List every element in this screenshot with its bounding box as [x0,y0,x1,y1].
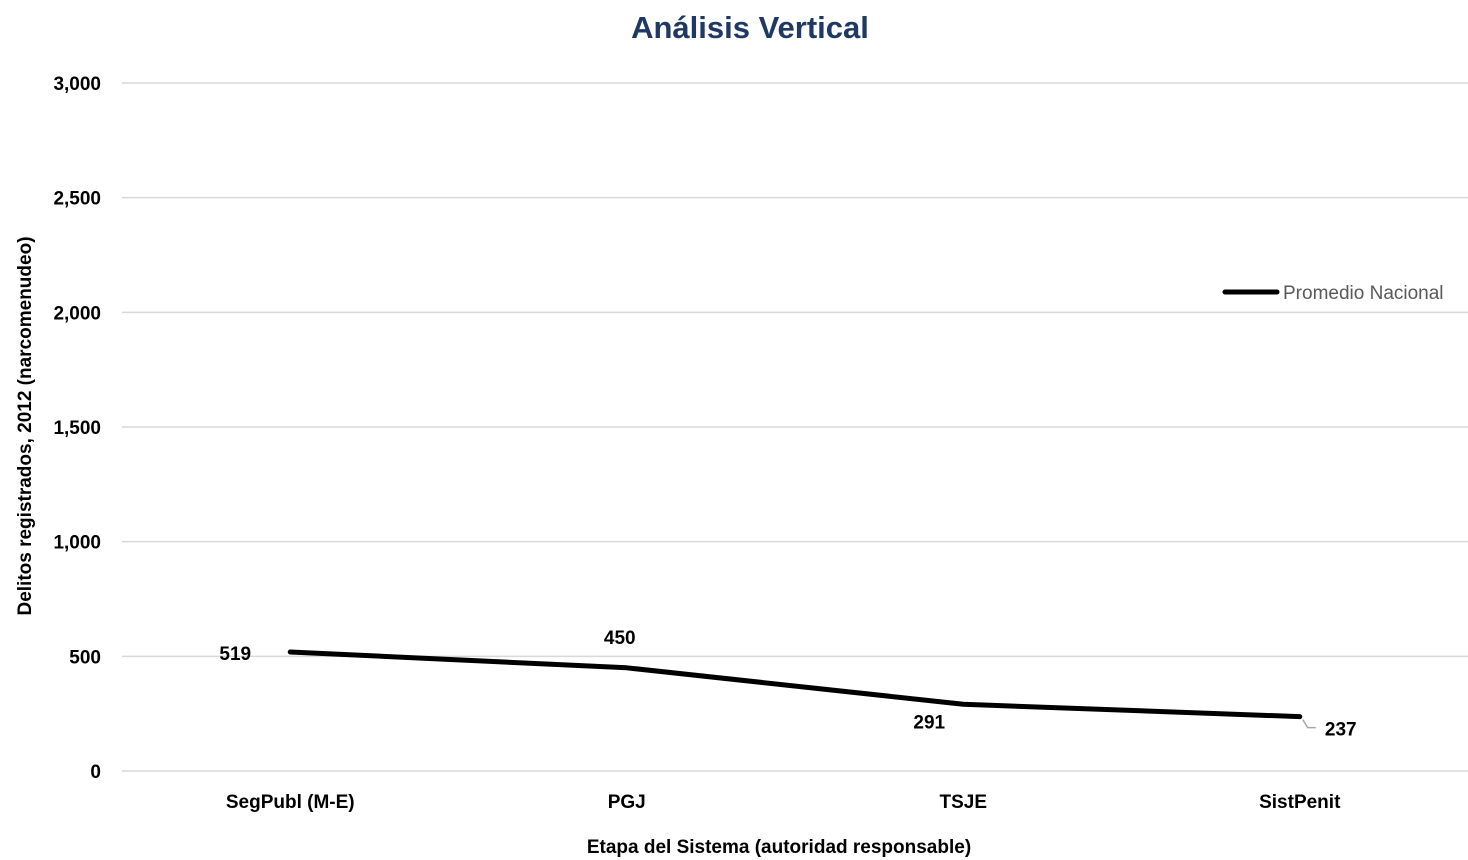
legend: Promedio Nacional [1222,283,1444,304]
y-tick-label: 0 [90,762,101,783]
chart-title: Análisis Vertical [631,10,869,45]
y-axis-ticks: 0 500 1,000 1,500 2,000 2,500 3,000 [53,74,101,783]
x-tick-label: SegPubl (M-E) [226,792,355,813]
x-tick-label: TSJE [939,792,987,813]
x-tick-label: PGJ [608,792,646,813]
data-label: 291 [913,712,945,733]
y-axis-label: Delitos registrados, 2012 (narcomenudeo) [15,236,36,615]
data-labels: 519 450 291 237 [219,628,1356,741]
y-tick-label: 2,500 [53,189,101,210]
series-layer [287,649,1303,720]
x-axis-ticks: SegPubl (M-E) PGJ TSJE SistPenit [226,792,1341,813]
y-tick-label: 1,500 [53,418,101,439]
y-tick-label: 2,000 [53,303,101,324]
label-leader-line [1302,719,1316,729]
y-tick-label: 1,000 [53,533,101,554]
data-label: 519 [219,644,251,665]
data-label: 237 [1325,720,1357,741]
data-label: 450 [604,628,636,649]
gridlines [122,82,1468,772]
y-tick-label: 500 [69,647,101,668]
legend-series-name: Promedio Nacional [1283,283,1444,304]
x-tick-label: SistPenit [1259,792,1341,813]
series-line [287,649,1303,720]
x-axis-label: Etapa del Sistema (autoridad responsable… [587,837,971,858]
y-tick-label: 3,000 [53,74,101,95]
